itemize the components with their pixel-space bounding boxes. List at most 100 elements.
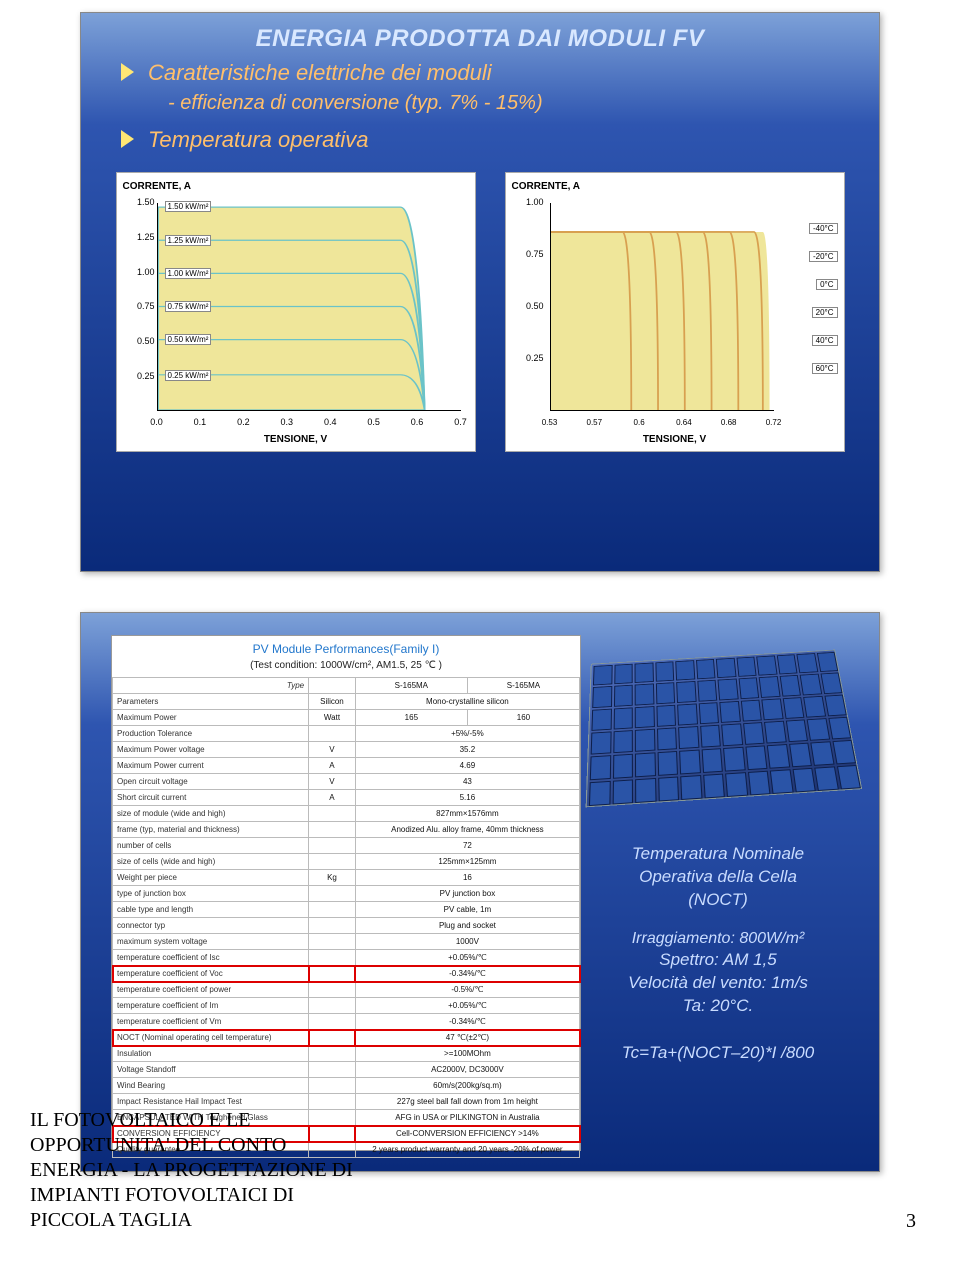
- noct-title1: Temperatura Nominale: [587, 843, 849, 866]
- chart1-xlabel: TENSIONE, V: [264, 434, 327, 445]
- pv-cell: [635, 729, 655, 752]
- spec-row: type of junction boxPV junction box: [113, 886, 580, 902]
- pv-cell: [776, 654, 797, 674]
- irradiance-label: 1.25 kW/m²: [165, 235, 212, 246]
- pv-cell: [592, 686, 612, 708]
- irradiance-label: 0.25 kW/m²: [165, 370, 212, 381]
- irradiance-label: 0.50 kW/m²: [165, 334, 212, 345]
- pv-cell: [800, 674, 822, 695]
- footer-l4: IMPIANTI FOTOVOLTAICI DI: [30, 1184, 294, 1206]
- spec-row: NOCT (Nominal operating cell temperature…: [113, 1030, 580, 1046]
- spec-row: frame (typ, material and thickness)Anodi…: [113, 822, 580, 838]
- pv-cell: [725, 772, 748, 797]
- chart2-ylabel: CORRENTE, A: [512, 181, 581, 192]
- slide1-title: ENERGIA PRODOTTA DAI MODULI FV: [81, 13, 879, 53]
- pv-cell: [743, 722, 765, 745]
- bullet-2: Temperatura operativa: [121, 126, 839, 155]
- noct-title2: Operativa della Cella: [587, 866, 849, 889]
- pv-cell: [740, 699, 761, 721]
- pv-cell: [796, 653, 818, 673]
- pv-cell: [703, 773, 725, 798]
- pv-cell: [656, 705, 676, 727]
- xtick: 0.64: [676, 418, 692, 427]
- spec-row: Wind Bearing60m/s(200kg/sq.m): [113, 1078, 580, 1094]
- noct-cond4: Ta: 20°C.: [587, 995, 849, 1018]
- xtick: 0.57: [587, 418, 603, 427]
- pv-cell: [723, 747, 745, 771]
- pv-cell: [810, 742, 834, 766]
- pv-cell: [782, 697, 804, 719]
- xtick: 0.72: [766, 418, 782, 427]
- spec-row: Voltage StandoffAC2000V, DC3000V: [113, 1062, 580, 1078]
- spec-sheet: PV Module Performances(Family I) (Test c…: [111, 635, 581, 1151]
- pv-cell: [698, 702, 719, 724]
- pv-cell: [697, 680, 717, 701]
- pv-cell: [745, 746, 767, 770]
- spec-row: temperature coefficient of Im+0.05%/℃: [113, 998, 580, 1014]
- pv-cell: [785, 719, 808, 742]
- pv-cell: [676, 681, 696, 702]
- irradiance-label: 1.50 kW/m²: [165, 201, 212, 212]
- pv-cell: [613, 730, 633, 753]
- spec-row: temperature coefficient of Isc+0.05%/℃: [113, 950, 580, 966]
- xtick: 0.2: [237, 417, 250, 427]
- noct-formula: Tc=Ta+(NOCT–20)*I /800: [587, 1042, 849, 1065]
- spec-row: Short circuit currentA5.16: [113, 790, 580, 806]
- pv-cell: [789, 743, 812, 767]
- pv-cell: [736, 657, 757, 677]
- bullet1-text: Caratteristiche elettriche dei moduli - …: [148, 59, 543, 116]
- pv-cell: [718, 679, 739, 700]
- pv-cell: [680, 775, 702, 800]
- xtick: 0.68: [721, 418, 737, 427]
- pv-cell: [677, 703, 697, 725]
- spec-subheading: (Test condition: 1000W/cm², AM1.5, 25 ℃ …: [112, 656, 580, 677]
- pv-cell: [635, 706, 655, 728]
- chart1-ylabel: CORRENTE, A: [123, 181, 192, 192]
- slide-2: PV Module Performances(Family I) (Test c…: [80, 612, 880, 1172]
- spec-row: Maximum Power currentA4.69: [113, 758, 580, 774]
- chart2-svg: [551, 203, 774, 410]
- noct-title3: (NOCT): [587, 889, 849, 912]
- irradiance-label: 0.75 kW/m²: [165, 301, 212, 312]
- pv-cell: [678, 726, 699, 749]
- pv-cell: [613, 707, 633, 729]
- pv-cell: [614, 664, 633, 685]
- xtick: 0.7: [454, 417, 467, 427]
- xtick: 0.5: [367, 417, 380, 427]
- spec-row: Weight per pieceKg16: [113, 870, 580, 886]
- pv-cell: [635, 684, 654, 705]
- spec-header-row: Type S-165MA S-165MA: [113, 678, 580, 694]
- pv-cell: [700, 725, 721, 748]
- temperature-label: 0°C: [816, 279, 837, 290]
- spec-tbody: ParametersSiliconMono-crystalline silico…: [113, 694, 580, 1158]
- xtick: 0.6: [411, 417, 424, 427]
- pv-cell: [767, 744, 790, 768]
- ytick: 0.75: [131, 301, 155, 311]
- pv-cell: [635, 753, 656, 777]
- slide-1: ENERGIA PRODOTTA DAI MODULI FV Caratteri…: [80, 12, 880, 572]
- spec-row: connector typPlug and socket: [113, 918, 580, 934]
- pv-cell: [779, 675, 801, 696]
- pv-cell: [792, 768, 816, 793]
- iv-temperature-chart: CORRENTE, A TENSIONE, V 0.250.500.751.00…: [505, 172, 845, 452]
- pv-cell: [612, 754, 633, 778]
- temperature-label: -20°C: [809, 251, 838, 262]
- footer-l2: OPPORTUNITA' DEL CONTO: [30, 1134, 286, 1156]
- pv-cell: [696, 659, 716, 680]
- pv-cell: [613, 685, 632, 707]
- ytick: 0.50: [520, 301, 544, 311]
- spec-row: Open circuit voltageV43: [113, 774, 580, 790]
- bullet1-line2: - efficienza di conversione (typ. 7% - 1…: [168, 90, 543, 116]
- noct-cond2: Spettro: AM 1,5: [587, 949, 849, 972]
- noct-cond1: Irraggiamento: 800W/m²: [587, 928, 849, 950]
- footer-l1: IL FOTOVOLTAICO E LE: [30, 1109, 250, 1131]
- spec-row: cable type and lengthPV cable, 1m: [113, 902, 580, 918]
- chart2-plot: [550, 203, 774, 411]
- pv-cell: [836, 765, 861, 790]
- pv-cell: [679, 750, 700, 774]
- footer-text: IL FOTOVOLTAICO E LE OPPORTUNITA' DEL CO…: [30, 1108, 390, 1233]
- spec-col-a: S-165MA: [355, 678, 467, 694]
- bullet2-text: Temperatura operativa: [148, 126, 369, 155]
- spec-row: size of module (wide and high)827mm×1576…: [113, 806, 580, 822]
- spec-row: size of cells (wide and high)125mm×125mm: [113, 854, 580, 870]
